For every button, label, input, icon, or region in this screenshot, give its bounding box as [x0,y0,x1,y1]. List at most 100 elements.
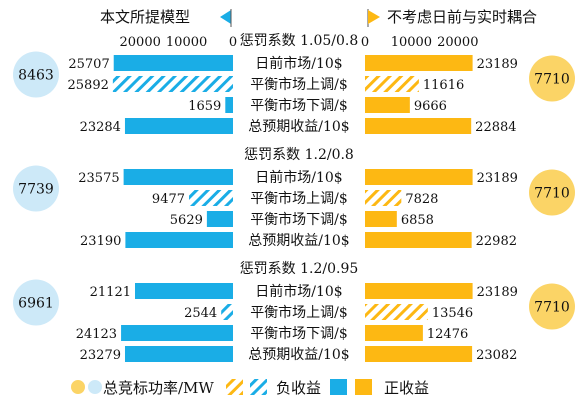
row-label-box [233,282,365,300]
left-bar [134,283,233,299]
right-bar [365,325,423,341]
row-label: 平衡市场上调/$ [250,190,348,207]
left-bar [225,97,233,113]
left-bar [221,304,233,320]
row-label-box [233,303,365,321]
legend-blue-hatch [250,379,267,395]
legend-right-title: 不考虑日前与实时耦合 [387,8,537,26]
row-label-box [233,324,365,342]
row-label: 平衡市场下调/$ [250,97,348,114]
right-bar-value-label: 12476 [427,327,468,342]
right-bar [365,283,473,299]
row-label: 平衡市场上调/$ [250,304,348,321]
row-label-box [233,54,365,72]
row-label: 日前市场/10$ [255,169,342,186]
row-label: 总预期收益/10$ [248,233,349,249]
left-axis-tick-label: 20000 [120,35,161,50]
legend-circle-label: 总竞标功率/MW [103,379,214,397]
legend-orange-circle [71,380,85,394]
left-bar [206,211,233,227]
left-bar [112,76,233,92]
right-axis-tick-label: 0 [361,35,369,50]
right-axis-tick-label: 10000 [391,35,432,50]
left-total-bid-circle [13,279,59,326]
left-bar-value-label: 23575 [78,171,119,186]
right-bar [365,346,473,362]
legend-orange-solid [355,379,372,395]
right-bar-value-label: 23189 [477,285,518,300]
row-label: 平衡市场上调/$ [250,76,348,93]
right-bar-value-label: 6858 [401,213,434,228]
row-label: 总预期收益/10$ [248,347,349,363]
left-bar-value-label: 1659 [188,99,221,114]
right-bar-value-label: 22982 [476,234,517,249]
right-bar-value-label: 23189 [477,57,518,72]
right-bar-value-label: 11616 [423,78,464,93]
right-bar [365,304,428,320]
right-total-bid-circle [529,55,575,102]
left-total-bid-label: 6961 [18,296,54,312]
left-bar [113,55,233,71]
left-axis-tick-label: 10000 [166,35,207,50]
group-title: 惩罚系数 1.2/0.95 [240,261,359,277]
right-bar-value-label: 23082 [476,348,517,363]
legend-right-flag [368,10,380,24]
group-title: 惩罚系数 1.05/0.8 [240,33,359,49]
legend-negative-label: 负收益 [276,379,321,397]
right-bar [365,190,402,206]
row-label-box [233,168,365,186]
row-label-box [233,231,365,249]
left-bar-value-label: 23190 [80,234,121,249]
left-bar-value-label: 2544 [184,306,217,321]
row-label-box [233,189,365,207]
right-total-bid-circle [529,283,575,330]
legend-left-flag [220,10,231,24]
left-bar-value-label: 23284 [80,120,121,135]
row-label: 日前市场/10$ [255,283,342,300]
left-bar-value-label: 9477 [152,192,185,207]
row-label-box [233,117,365,135]
left-bar [121,325,233,341]
legend-orange-hatch [226,379,243,395]
row-label: 总预期收益/10$ [248,119,349,135]
left-bar [123,169,233,185]
left-bar [124,118,233,134]
left-bar [189,190,233,206]
group-title: 惩罚系数 1.2/0.8 [244,147,354,163]
left-bar-value-label: 23279 [80,348,121,363]
left-total-bid-circle [13,165,59,212]
right-bar [365,211,397,227]
right-total-bid-circle [529,169,575,216]
row-label-box [233,345,365,363]
right-total-bid-label: 7710 [534,72,570,88]
left-bar-value-label: 24123 [76,327,117,342]
left-total-bid-circle [13,51,59,98]
right-bar-value-label: 7828 [405,192,438,207]
bottom-legend: 总竞标功率/MW 负收益 正收益 [71,379,429,397]
right-bar [365,232,472,248]
legend-blue-circle [88,380,102,394]
left-bar [124,346,233,362]
row-label-box [233,75,365,93]
right-bar [365,97,410,113]
left-bar-value-label: 25892 [68,78,109,93]
legend-left-title: 本文所提模型 [100,8,190,26]
left-total-bid-label: 7739 [18,182,54,198]
left-bar [125,232,233,248]
right-bar [365,55,473,71]
right-total-bid-label: 7710 [534,186,570,202]
row-label: 日前市场/10$ [255,55,342,72]
right-axis-tick-label: 20000 [437,35,478,50]
right-bar [365,118,472,134]
right-bar-value-label: 13546 [432,306,473,321]
right-bar-value-label: 22884 [475,120,516,135]
row-label-box [233,210,365,228]
left-total-bid-label: 8463 [18,68,54,84]
right-bar [365,76,419,92]
row-label: 平衡市场下调/$ [250,325,348,342]
right-total-bid-label: 7710 [534,300,570,316]
legend-blue-solid [330,379,347,395]
left-bar-value-label: 25707 [68,57,109,72]
left-bar-value-label: 5629 [170,213,203,228]
